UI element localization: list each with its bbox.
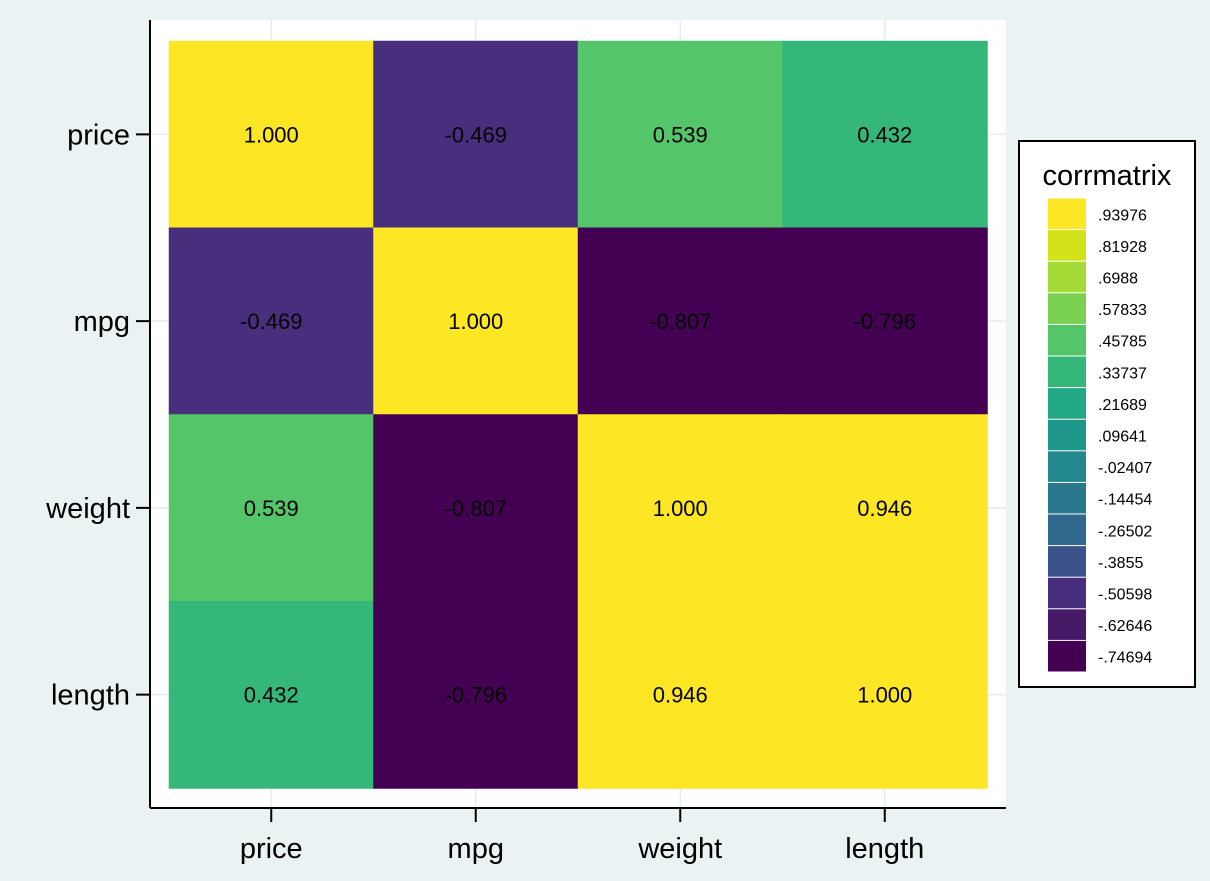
cell-value-label: -0.796	[854, 309, 916, 334]
heatmap-cell-length-length	[782, 601, 988, 789]
legend-label: -.02407	[1098, 460, 1152, 477]
heatmap-cell-mpg-price	[168, 227, 375, 416]
legend-swatch	[1048, 198, 1086, 230]
cell-value-label: 0.432	[244, 683, 299, 708]
cell-value-label: 0.432	[857, 122, 912, 147]
heatmap-cell-price-length	[782, 40, 988, 229]
cell-value-label: -0.807	[445, 496, 507, 521]
legend-label: .6988	[1098, 271, 1138, 288]
heatmap-cell-price-mpg	[373, 40, 579, 229]
legend-label: .81928	[1098, 239, 1147, 256]
heatmap-cell-length-price	[168, 601, 375, 789]
legend-swatch	[1048, 577, 1086, 609]
cell-value-label: 0.946	[857, 496, 912, 521]
legend-swatch	[1048, 640, 1086, 672]
legend-label: .45785	[1098, 334, 1147, 351]
legend-label: -.3855	[1098, 555, 1143, 572]
cell-value-label: -0.796	[445, 683, 507, 708]
x-tick-label: length	[845, 833, 924, 865]
legend-label: .33737	[1098, 365, 1147, 382]
heatmap-cell-mpg-weight	[577, 227, 784, 416]
axes: price mpg weight length price mpg weight length	[45, 20, 1006, 865]
heatmap-cell-price-weight	[577, 40, 784, 229]
y-tick-label: weight	[45, 493, 130, 525]
legend-label: .21689	[1098, 397, 1147, 414]
cell-labels: 1.000 -0.469 0.539 0.432 -0.469 1.000 -0.807 -0…	[240, 122, 916, 707]
x-tick-label: weight	[637, 833, 722, 865]
cell-value-label: 1.000	[448, 309, 503, 334]
legend-swatch	[1048, 482, 1086, 514]
heatmap-cell-weight-length	[782, 414, 988, 602]
heatmap-cell-mpg-mpg	[373, 227, 579, 416]
legend-label: -.14454	[1098, 492, 1152, 509]
cell-value-label: 0.539	[244, 496, 299, 521]
legend-label: -.26502	[1098, 523, 1152, 540]
legend-label: -.62646	[1098, 618, 1152, 635]
legend-swatch	[1048, 514, 1086, 546]
cell-value-label: -0.469	[445, 122, 507, 147]
heatmap-cell-weight-price	[168, 414, 375, 602]
legend-swatch	[1048, 419, 1086, 451]
y-tick-label: mpg	[74, 306, 130, 338]
legend-swatch	[1048, 609, 1086, 640]
legend-swatch	[1048, 356, 1086, 388]
cell-value-label: 0.539	[653, 122, 708, 147]
legend-swatch	[1048, 261, 1086, 293]
legend-label: -.74694	[1098, 650, 1152, 667]
cell-value-label: 1.000	[653, 496, 708, 521]
legend-swatch	[1048, 293, 1086, 324]
legend: corrmatrix .93976 .81928 .6988 .57833 .45785.…	[1018, 140, 1196, 688]
x-tick-label: price	[240, 833, 303, 865]
heatmap-cells	[168, 40, 988, 789]
cell-value-label: 1.000	[857, 683, 912, 708]
heatmap-cell-price-price	[168, 40, 375, 229]
legend-label: .09641	[1098, 429, 1147, 446]
legend-swatch	[1048, 230, 1086, 261]
cell-value-label: 1.000	[244, 122, 299, 147]
heatmap-cell-weight-weight	[577, 414, 784, 602]
y-tick-label: price	[67, 119, 130, 151]
legend-swatch	[1048, 546, 1086, 577]
legend-swatch	[1048, 388, 1086, 419]
legend-label: .93976	[1098, 207, 1147, 224]
legend-label: .57833	[1098, 302, 1147, 319]
cell-value-label: -0.807	[649, 309, 711, 334]
cell-value-label: 0.946	[653, 683, 708, 708]
heatmap-cell-length-weight	[577, 601, 784, 789]
heatmap-cell-weight-mpg	[373, 414, 579, 602]
legend-swatch	[1048, 451, 1086, 482]
x-tick-label: mpg	[448, 833, 504, 865]
y-tick-label: length	[51, 680, 130, 712]
legend-title: corrmatrix	[1043, 160, 1172, 192]
legend-swatch	[1048, 324, 1086, 356]
legend-label: -.50598	[1098, 587, 1152, 604]
heatmap-cell-length-mpg	[373, 601, 579, 789]
heatmap-cell-mpg-length	[782, 227, 988, 416]
cell-value-label: -0.469	[240, 309, 302, 334]
